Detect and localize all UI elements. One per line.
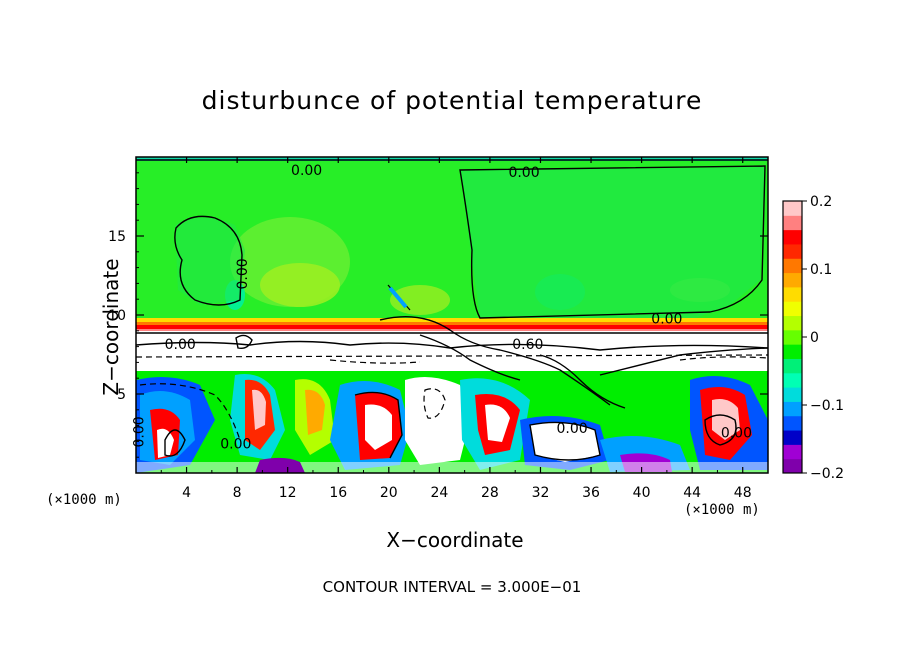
contour-label: 0.00 [556,421,587,437]
colorbar-cell [783,243,802,259]
x-axis-label: X−coordinate [386,528,524,552]
colorbar-cell [783,430,802,445]
chart-title: disturbunce of potential temperature [201,86,703,115]
contour-label-vertical: 0.00 [132,416,148,447]
colorbar-tick-label: −0.1 [810,398,844,414]
x-tick-label: 44 [683,485,701,501]
x-tick-label: 48 [734,485,752,501]
colorbar-cell [783,401,802,417]
contour-label: 0.00 [721,426,752,442]
colorbar-cell [783,415,802,431]
colorbar-cell [783,286,802,302]
x-tick-label: 28 [481,485,499,501]
x-axis: 4 8 12 16 20 24 28 32 36 40 44 48 [160,157,752,501]
colorbar-cell [783,372,802,388]
contour-label-vertical: 0.00 [235,258,251,289]
colorbar-cell [783,229,802,245]
x-unit-label-right: (×1000 m) [684,502,760,518]
contour-label: 0.00 [220,437,251,453]
colorbar-cell [783,215,802,231]
colorbar-cell [783,301,802,317]
field-image [136,157,768,473]
contour-label: 0.60 [512,337,543,353]
colorbar-cell [783,272,802,288]
x-tick-label: 20 [380,485,398,501]
x-tick-label: 32 [532,485,550,501]
colorbar-cell [783,201,802,216]
colorbar: 0.2 0.1 0 −0.1 −0.2 [782,194,844,482]
x-tick-label: 12 [279,485,297,501]
colorbar-cell [783,387,802,402]
y-tick-label: 15 [108,229,126,245]
y-axis: 5 10 15 [108,172,768,458]
colorbar-cell [783,258,802,274]
contour-label: 0.00 [508,165,539,181]
contour-label: 0.00 [291,163,322,179]
colorbar-cell [783,315,802,331]
colorbar-tick-label: −0.2 [810,466,844,482]
contour-label: 0.00 [651,312,682,328]
colorbar-cell [783,358,802,374]
colorbar-cell [783,444,802,460]
y-tick-label: 10 [108,308,126,324]
x-tick-label: 16 [329,485,347,501]
colorbar-cell [783,329,802,345]
colorbar-tick-label: 0.1 [810,262,832,278]
colorbar-tick-label: 0 [810,330,819,346]
colorbar-cell [783,458,802,474]
colorbar-tick-label: 0.2 [810,194,832,210]
y-axis-label: Z−coordinate [99,258,123,396]
contour-interval-note: CONTOUR INTERVAL = 3.000E−01 [322,578,582,596]
x-unit-label-left: (×1000 m) [46,492,122,508]
x-tick-label: 8 [233,485,242,501]
y-tick-label: 5 [117,387,126,403]
x-tick-label: 40 [633,485,651,501]
x-tick-label: 4 [182,485,191,501]
contour-label: 0.00 [165,337,196,353]
x-tick-label: 24 [430,485,448,501]
colorbar-cell [783,344,802,359]
contour-labels: 0.00 0.00 0.00 0.00 0.60 0.00 0.00 0.00 0.00 0.00 [132,163,752,453]
x-tick-label: 36 [582,485,600,501]
